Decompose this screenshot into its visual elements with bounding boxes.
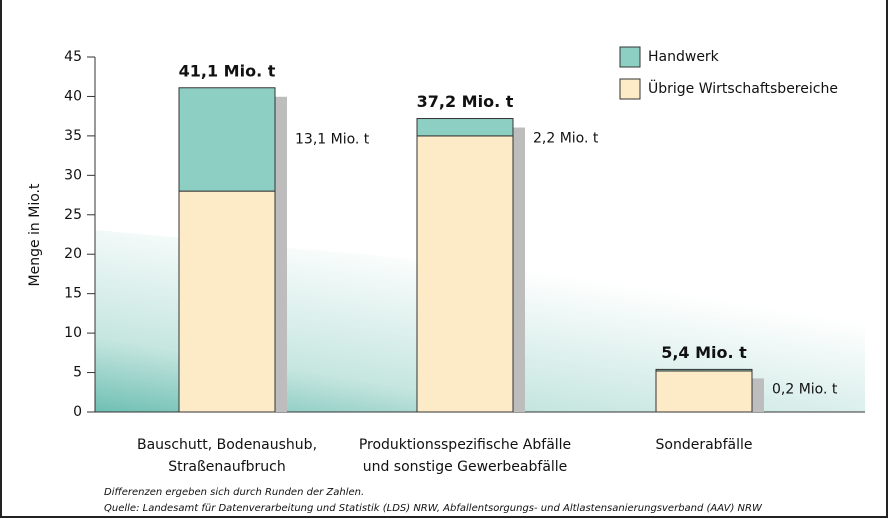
y-tick-label: 25	[64, 207, 82, 223]
total-label: 5,4 Mio. t	[661, 343, 747, 362]
legend-label: Handwerk	[648, 49, 720, 65]
legend-label: Übrige Wirtschaftsbereiche	[648, 79, 838, 97]
y-tick-label: 0	[73, 404, 82, 420]
y-tick-label: 35	[64, 128, 82, 144]
x-tick-label: und sonstige Gewerbeabfälle	[363, 459, 568, 475]
note: Quelle: Landesamt für Datenverarbeitung …	[104, 503, 763, 514]
bar-segment	[178, 87, 276, 192]
y-tick-label: 20	[64, 246, 82, 262]
x-tick-label: Produktionsspezifische Abfälle	[359, 437, 571, 453]
y-tick-label: 40	[64, 88, 82, 104]
x-tick-label: Sonderabfälle	[656, 437, 753, 453]
bar-segment	[416, 135, 514, 413]
y-tick-label: 15	[64, 286, 82, 302]
y-tick-label: 30	[64, 167, 82, 183]
x-tick-label: Straßenaufbruch	[168, 459, 285, 475]
legend-swatch	[619, 78, 641, 100]
legend-swatch	[619, 46, 641, 68]
y-axis-label: Menge in Mio.t	[27, 183, 43, 286]
total-label: 41,1 Mio. t	[179, 61, 276, 80]
note: Differenzen ergeben sich durch Runden de…	[104, 487, 364, 498]
value-label: 0,2 Mio. t	[772, 381, 838, 397]
bar-segment	[655, 370, 753, 413]
x-tick-label: Bauschutt, Bodenaushub,	[137, 437, 317, 453]
bar-segment	[178, 190, 276, 413]
value-label: 2,2 Mio. t	[533, 131, 599, 147]
value-label: 13,1 Mio. t	[295, 131, 370, 147]
bar-segment	[416, 118, 514, 137]
y-tick-label: 10	[64, 325, 82, 341]
bar-segment	[655, 368, 753, 372]
y-tick-label: 5	[73, 365, 82, 381]
total-label: 37,2 Mio. t	[417, 92, 514, 111]
y-tick-label: 45	[64, 49, 82, 65]
